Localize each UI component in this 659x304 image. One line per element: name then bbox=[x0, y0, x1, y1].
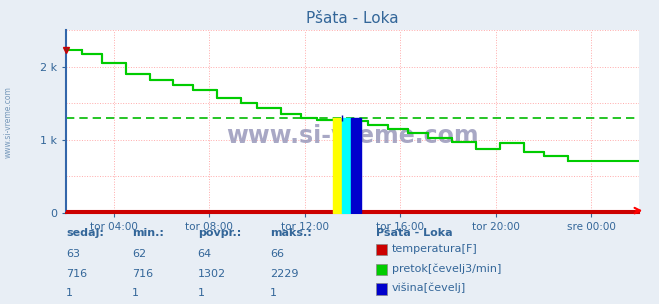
Text: temperatura[F]: temperatura[F] bbox=[392, 244, 478, 254]
Text: 1: 1 bbox=[66, 288, 73, 299]
Text: 64: 64 bbox=[198, 249, 212, 259]
Text: 66: 66 bbox=[270, 249, 284, 259]
Text: 716: 716 bbox=[132, 269, 153, 279]
Title: Pšata - Loka: Pšata - Loka bbox=[306, 12, 399, 26]
Text: 62: 62 bbox=[132, 249, 146, 259]
Text: 1: 1 bbox=[270, 288, 277, 299]
Text: 1302: 1302 bbox=[198, 269, 226, 279]
Text: 2229: 2229 bbox=[270, 269, 299, 279]
Text: 63: 63 bbox=[66, 249, 80, 259]
Text: višina[čevelj]: višina[čevelj] bbox=[392, 283, 467, 293]
Text: 716: 716 bbox=[66, 269, 87, 279]
Text: www.si-vreme.com: www.si-vreme.com bbox=[226, 124, 479, 148]
Text: 1: 1 bbox=[198, 288, 205, 299]
Text: pretok[čevelj3/min]: pretok[čevelj3/min] bbox=[392, 263, 501, 274]
Text: min.:: min.: bbox=[132, 228, 163, 238]
Text: maks.:: maks.: bbox=[270, 228, 312, 238]
Text: sedaj:: sedaj: bbox=[66, 228, 103, 238]
Text: povpr.:: povpr.: bbox=[198, 228, 241, 238]
Text: www.si-vreme.com: www.si-vreme.com bbox=[3, 86, 13, 157]
Text: Pšata - Loka: Pšata - Loka bbox=[376, 228, 452, 238]
Text: 1: 1 bbox=[132, 288, 139, 299]
